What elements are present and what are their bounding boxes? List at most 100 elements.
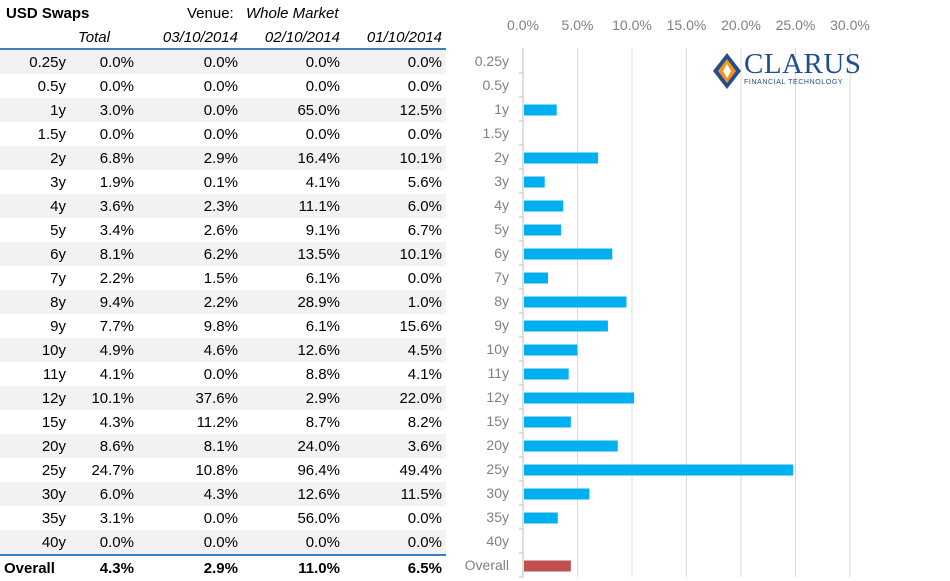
tenor-cell: 5y (50, 222, 66, 239)
table-row: 9y 7.7% 9.8% 6.1% 15.6% (0, 314, 446, 338)
date-value-cell: 0.0% (305, 78, 340, 95)
date-value-cell: 49.4% (399, 462, 442, 479)
y-tick-label: 3y (494, 173, 509, 189)
table-row: 20y 8.6% 8.1% 24.0% 3.6% (0, 434, 446, 458)
bar (524, 392, 635, 404)
bar (524, 368, 569, 380)
bar (524, 152, 599, 164)
date-value-cell: 0.0% (203, 102, 238, 119)
tenor-cell: 6y (50, 246, 66, 263)
table-row: 0.5y 0.0% 0.0% 0.0% 0.0% (0, 74, 446, 98)
table-row: 7y 2.2% 1.5% 6.1% 0.0% (0, 266, 446, 290)
y-tick-label: 7y (494, 269, 509, 285)
table-title-row: USD Swaps Venue: Whole Market (0, 0, 446, 26)
date-value-cell: 0.0% (203, 78, 238, 95)
date-value-cell: 13.5% (297, 246, 340, 263)
y-tick-label: 15y (486, 413, 509, 429)
table-row: 12y 10.1% 37.6% 2.9% 22.0% (0, 386, 446, 410)
y-tick-label: 11y (487, 365, 509, 381)
date-value-cell: 0.0% (305, 534, 340, 551)
date-value-cell: 4.1% (305, 174, 340, 191)
table-title: USD Swaps (6, 5, 90, 22)
y-tick-label: 8y (494, 293, 509, 309)
tenor-cell: 2y (50, 150, 66, 167)
date-value-cell: 4.5% (407, 342, 442, 359)
total-cell: 6.8% (99, 150, 134, 167)
y-tick-label: 20y (486, 437, 509, 453)
table-row: 15y 4.3% 11.2% 8.7% 8.2% (0, 410, 446, 434)
tenor-cell: 25y (41, 462, 66, 479)
table-row: 2y 6.8% 2.9% 16.4% 10.1% (0, 146, 446, 170)
total-cell: 8.6% (99, 438, 134, 455)
total-cell: 0.0% (99, 78, 134, 95)
total-cell: 7.7% (99, 318, 134, 335)
table-row: 0.25y 0.0% 0.0% 0.0% 0.0% (0, 50, 446, 74)
total-cell: 0.0% (99, 126, 134, 143)
date-value-cell: 2.3% (203, 198, 238, 215)
date-value-cell: 65.0% (297, 102, 340, 119)
overall-row: Overall 4.3% 2.9% 11.0% 6.5% (0, 554, 446, 581)
date-value-cell: 0.1% (203, 174, 238, 191)
bar (524, 440, 618, 452)
date-value-cell: 2.9% (305, 390, 340, 407)
venue-value: Whole Market (246, 5, 339, 22)
bar (524, 416, 571, 428)
y-tick-label: 6y (494, 245, 509, 261)
date-value-cell: 2.2% (203, 294, 238, 311)
tenor-cell: 9y (50, 318, 66, 335)
y-tick-label: 35y (486, 509, 509, 525)
table-row: 1y 3.0% 0.0% 65.0% 12.5% (0, 98, 446, 122)
date-value-cell: 15.6% (399, 318, 442, 335)
date-value-cell: 1.0% (407, 294, 442, 311)
total-cell: 6.0% (99, 486, 134, 503)
date-value-cell: 8.7% (305, 414, 340, 431)
date-value-cell: 11.1% (298, 198, 340, 215)
date-value-cell: 4.6% (203, 342, 238, 359)
y-tick-label: 9y (494, 317, 509, 333)
total-cell: 4.1% (99, 366, 134, 383)
bar (524, 272, 548, 284)
bar (524, 200, 564, 212)
column-header-row: Total 03/10/2014 02/10/2014 01/10/2014 (0, 26, 446, 50)
tenor-cell: 0.25y (29, 54, 66, 71)
clarus-logo: CLARUS FINANCIAL TECHNOLOGY (712, 48, 861, 90)
date-value-cell: 12.5% (399, 102, 442, 119)
date-value-cell: 96.4% (297, 462, 340, 479)
tenor-cell: 30y (41, 486, 66, 503)
total-cell: 3.0% (99, 102, 134, 119)
table-row: 30y 6.0% 4.3% 12.6% 11.5% (0, 482, 446, 506)
x-tick-label: 0.0% (507, 17, 539, 33)
bar (524, 104, 557, 116)
y-tick-label: 2y (494, 149, 509, 165)
date-value-cell: 0.0% (203, 366, 238, 383)
y-tick-label: 4y (494, 197, 509, 213)
tenor-cell: 11y (42, 366, 66, 383)
x-tick-label: 5.0% (562, 17, 594, 33)
date-value-cell: 11.5% (400, 486, 442, 503)
tenor-cell: 0.5y (37, 78, 66, 95)
tenor-cell: 20y (41, 438, 66, 455)
date-value-cell: 0.0% (203, 126, 238, 143)
overall-date-value: 6.5% (407, 560, 442, 577)
tenor-cell: 15y (41, 414, 66, 431)
tenor-cell: 12y (41, 390, 66, 407)
bar (524, 248, 613, 260)
date-value-cell: 8.2% (407, 414, 442, 431)
date-value-cell: 3.6% (407, 438, 442, 455)
tenor-cell: 35y (41, 510, 66, 527)
table-row: 4y 3.6% 2.3% 11.1% 6.0% (0, 194, 446, 218)
total-cell: 24.7% (91, 462, 134, 479)
tenor-cell: 3y (50, 174, 66, 191)
y-tick-label: 1.5y (483, 125, 509, 141)
date-value-cell: 10.1% (399, 150, 442, 167)
y-tick-label: 25y (486, 461, 509, 477)
date-value-cell: 8.8% (305, 366, 340, 383)
tenor-cell: 4y (50, 198, 66, 215)
date-value-cell: 12.6% (297, 342, 340, 359)
table-row: 1.5y 0.0% 0.0% 0.0% 0.0% (0, 122, 446, 146)
date-value-cell: 24.0% (297, 438, 340, 455)
bar (524, 560, 571, 572)
date-value-cell: 9.1% (305, 222, 340, 239)
date-value-cell: 37.6% (195, 390, 238, 407)
total-cell: 4.9% (99, 342, 134, 359)
